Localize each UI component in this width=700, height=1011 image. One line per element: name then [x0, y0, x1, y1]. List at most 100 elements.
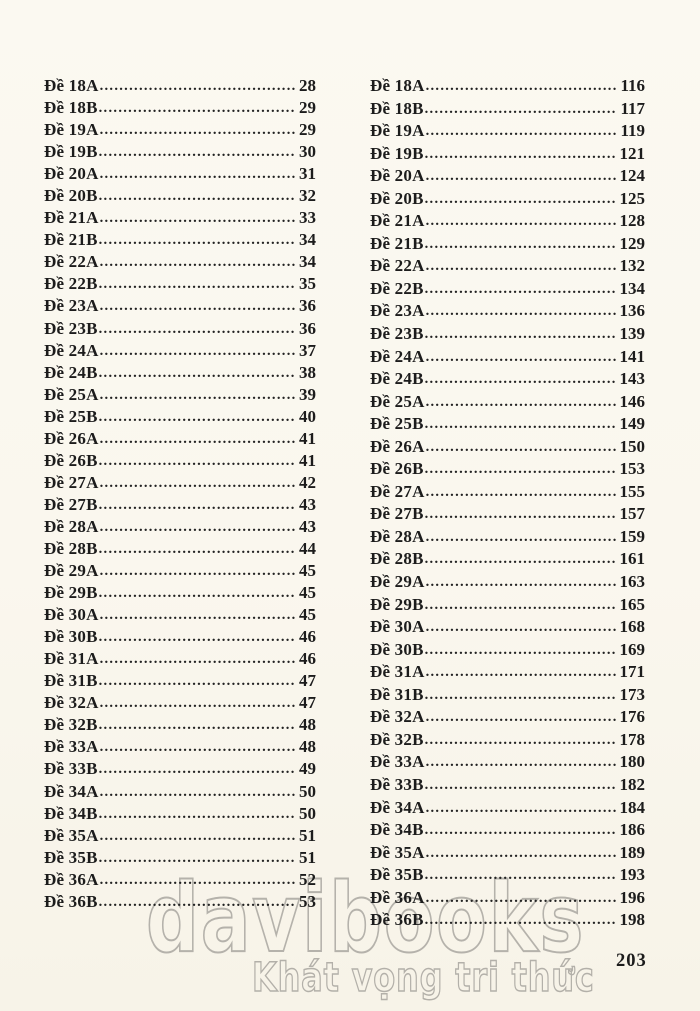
toc-entry-label: Đề 34A	[44, 781, 99, 801]
toc-entry: Đề 23B .................................…	[370, 324, 645, 347]
toc-entry: Đề 23A .................................…	[370, 301, 645, 324]
toc-entry-page-number: 189	[619, 842, 646, 862]
dot-leader: ........................................…	[98, 761, 295, 778]
toc-entry-page-number: 165	[619, 594, 646, 614]
toc-entry-label: Đề 22B	[44, 274, 98, 294]
toc-entry: Đề 30B .................................…	[44, 627, 316, 649]
toc-entry: Đề 25A .................................…	[44, 385, 316, 407]
toc-entry: Đề 32B .................................…	[370, 730, 645, 753]
toc-entry: Đề 19A .................................…	[370, 121, 645, 144]
toc-entry-page-number: 149	[619, 414, 646, 434]
toc-entry: Đề 35A .................................…	[370, 843, 645, 866]
toc-entry-label: Đề 35B	[44, 847, 98, 867]
toc-entry-label: Đề 19A	[44, 120, 99, 140]
toc-entry-page-number: 49	[299, 759, 316, 779]
dot-leader: ........................................…	[424, 461, 616, 478]
dot-leader: ........................................…	[425, 438, 616, 455]
toc-entry-label: Đề 21A	[44, 208, 99, 228]
toc-entry: Đề 26B .................................…	[44, 451, 316, 473]
toc-entry-label: Đề 32B	[44, 715, 98, 735]
toc-entry-label: Đề 19B	[44, 142, 98, 162]
dot-leader: ........................................…	[425, 799, 616, 816]
toc-entry-label: Đề 21A	[370, 211, 425, 231]
toc-entry-page-number: 150	[619, 436, 646, 456]
toc-entry-page-number: 47	[299, 671, 316, 691]
dot-leader: ........................................…	[98, 320, 295, 337]
toc-entry-label: Đề 20A	[44, 164, 99, 184]
toc-entry-label: Đề 26A	[44, 428, 99, 448]
toc-entry: Đề 25A .................................…	[370, 392, 645, 415]
toc-entry-label: Đề 25B	[44, 406, 98, 426]
dot-leader: ........................................…	[99, 254, 295, 271]
toc-entry: Đề 20A .................................…	[44, 164, 316, 186]
dot-leader: ........................................…	[425, 213, 616, 230]
toc-entry: Đề 34A .................................…	[370, 798, 645, 821]
toc-entry: Đề 35B .................................…	[370, 865, 645, 888]
toc-entry-label: Đề 30A	[44, 605, 99, 625]
dot-leader: ........................................…	[425, 619, 616, 636]
dot-leader: ........................................…	[99, 78, 295, 94]
toc-entry-label: Đề 28B	[370, 549, 424, 569]
toc-entry-page-number: 40	[299, 406, 316, 426]
dot-leader: ........................................…	[99, 430, 295, 447]
toc-entry-label: Đề 35B	[370, 865, 424, 885]
dot-leader: ........................................…	[424, 235, 616, 252]
dot-leader: ........................................…	[99, 783, 295, 800]
dot-leader: ........................................…	[99, 607, 295, 624]
toc-entry: Đề 32B .................................…	[44, 715, 316, 737]
toc-entry: Đề 30A .................................…	[370, 617, 645, 640]
dot-leader: ........................................…	[98, 232, 295, 249]
dot-leader: ........................................…	[98, 408, 295, 425]
toc-entry-page-number: 28	[299, 76, 316, 95]
dot-leader: ........................................…	[99, 166, 295, 183]
toc-entry: Đề 28B .................................…	[370, 549, 645, 572]
toc-entry-label: Đề 33A	[44, 737, 99, 757]
toc-entry-page-number: 134	[619, 278, 646, 298]
toc-entry-label: Đề 23B	[370, 324, 424, 344]
toc-entry-label: Đề 33B	[370, 774, 424, 794]
toc-entry: Đề 21A .................................…	[44, 208, 316, 230]
toc-entry-label: Đề 22A	[44, 252, 99, 272]
dot-leader: ........................................…	[425, 78, 617, 94]
toc-entry-label: Đề 24A	[370, 346, 425, 366]
toc-entry-label: Đề 27B	[44, 494, 98, 514]
dot-leader: ........................................…	[424, 731, 616, 748]
toc-entry-label: Đề 29A	[44, 561, 99, 581]
dot-leader: ........................................…	[99, 122, 295, 139]
toc-entry-page-number: 53	[299, 891, 316, 911]
dot-leader: ........................................…	[99, 827, 295, 844]
toc-entry: Đề 27A .................................…	[44, 473, 316, 495]
toc-entry-label: Đề 27A	[44, 472, 99, 492]
toc-entry: Đề 33A .................................…	[44, 737, 316, 759]
toc-entry-page-number: 45	[299, 561, 316, 581]
toc-entry-label: Đề 20A	[370, 166, 425, 186]
toc-entry-label: Đề 33A	[370, 752, 425, 772]
toc-entry-page-number: 155	[619, 481, 646, 501]
toc-entry-page-number: 41	[299, 428, 316, 448]
toc-entry-page-number: 29	[299, 120, 316, 140]
toc-entry: Đề 23A .................................…	[44, 296, 316, 318]
toc-entry-page-number: 139	[619, 324, 646, 344]
dot-leader: ........................................…	[99, 695, 295, 712]
dot-leader: ........................................…	[98, 849, 295, 866]
toc-entry: Đề 20B .................................…	[370, 189, 645, 212]
toc-entry-page-number: 159	[619, 526, 646, 546]
toc-entry-page-number: 39	[299, 384, 316, 404]
dot-leader: ........................................…	[98, 717, 295, 734]
toc-entry-page-number: 48	[299, 715, 316, 735]
toc-entry: Đề 31B .................................…	[370, 685, 645, 708]
toc-entry: Đề 29A .................................…	[44, 561, 316, 583]
toc-entry: Đề 26A .................................…	[370, 437, 645, 460]
dot-leader: ........................................…	[98, 585, 295, 602]
dot-leader: ........................................…	[98, 629, 295, 646]
toc-entry-page-number: 182	[619, 774, 646, 794]
toc-entry: Đề 32A .................................…	[370, 707, 645, 730]
dot-leader: ........................................…	[424, 190, 616, 207]
toc-entry-page-number: 51	[299, 847, 316, 867]
dot-leader: ........................................…	[98, 893, 295, 910]
dot-leader: ........................................…	[98, 805, 295, 822]
toc-entry: Đề 19A .................................…	[44, 120, 316, 142]
toc-entry-page-number: 173	[619, 684, 646, 704]
dot-leader: ........................................…	[425, 168, 616, 185]
